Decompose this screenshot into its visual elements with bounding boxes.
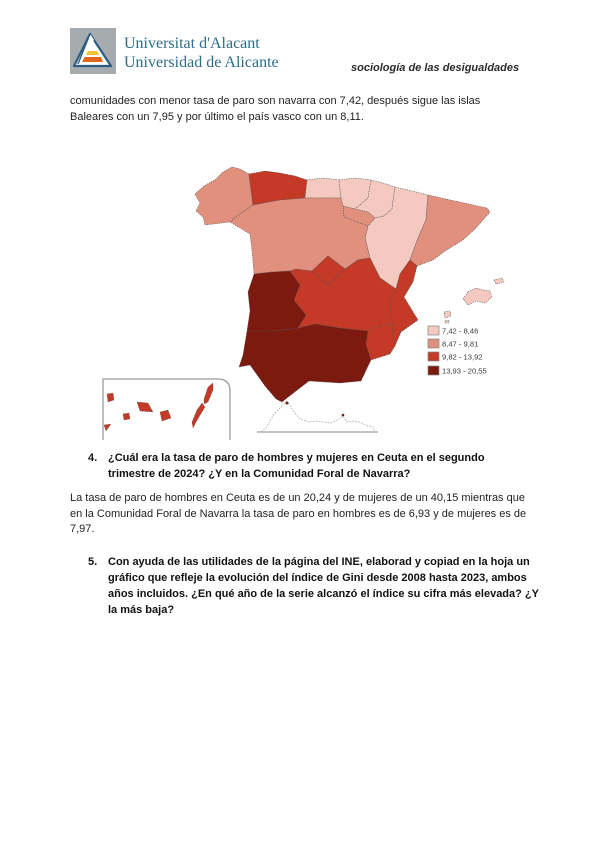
map-region-baleares <box>443 277 505 324</box>
legend-swatch-3 <box>427 351 440 362</box>
course-label: sociología de las desigualdades <box>351 62 520 74</box>
map-region-asturias <box>248 170 308 206</box>
legend-label-3: 9,82 - 13,92 <box>442 353 483 362</box>
spain-unemployment-map: 7,42 - 8,46 8,47 - 9,81 9,82 - 13,92 13,… <box>100 150 515 442</box>
map-region-castilla-la-mancha <box>289 257 397 332</box>
university-name: Universitat d'Alacant Universidad de Ali… <box>124 34 279 72</box>
university-logo-block: Universitat d'Alacant Universidad de Ali… <box>70 28 279 74</box>
map-region-cataluna <box>409 194 491 267</box>
question-4-text: ¿Cuál era la tasa de paro de hombres y m… <box>108 452 485 480</box>
map-region-ceuta <box>285 401 289 405</box>
question-4-number: 4. <box>88 452 98 464</box>
map-legend: 7,42 - 8,46 8,47 - 9,81 9,82 - 13,92 13,… <box>427 325 487 376</box>
answer-paragraph: La tasa de paro de hombres en Ceuta es d… <box>70 492 527 535</box>
question-5-number: 5. <box>88 556 98 568</box>
legend-swatch-2 <box>427 338 440 349</box>
legend-swatch-1 <box>427 325 440 336</box>
map-region-melilla <box>341 413 345 417</box>
map-region-la-rioja <box>342 205 376 227</box>
map-region-canarias <box>103 382 214 432</box>
intro-paragraph: comunidades con menor tasa de paro son n… <box>70 95 481 123</box>
question-5-text: Con ayuda de las utilidades de la página… <box>108 556 539 616</box>
map-region-andalucia <box>238 323 372 403</box>
university-name-line2: Universidad de Alicante <box>124 54 279 71</box>
africa-coast-outline <box>257 401 378 433</box>
university-logo-icon <box>70 28 116 74</box>
legend-label-4: 13,93 - 20,55 <box>442 367 487 376</box>
map-region-cantabria <box>304 177 342 199</box>
canarias-inset-border <box>102 378 231 440</box>
legend-swatch-4 <box>427 365 440 376</box>
legend-label-2: 8,47 - 9,81 <box>442 340 478 349</box>
map-region-murcia <box>365 323 396 361</box>
legend-label-1: 7,42 - 8,46 <box>442 327 478 336</box>
university-name-line1: Universitat d'Alacant <box>124 35 260 52</box>
choropleth-svg: 7,42 - 8,46 8,47 - 9,81 9,82 - 13,92 13,… <box>102 166 505 440</box>
map-region-extremadura <box>246 270 307 332</box>
